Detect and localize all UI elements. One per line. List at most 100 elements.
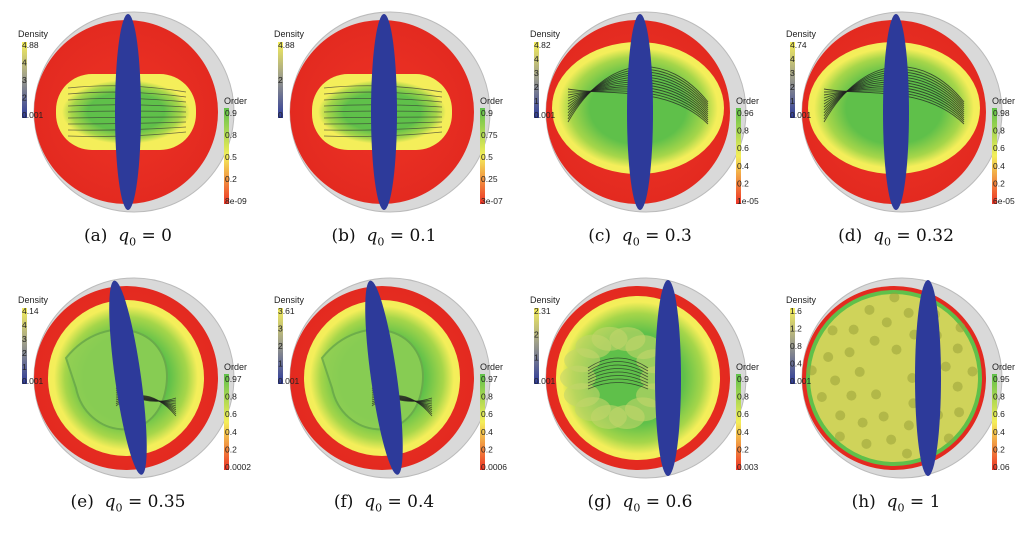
order-label: Order	[736, 362, 759, 372]
density-label: Density	[18, 29, 49, 39]
order-tick: 0.97	[225, 374, 242, 384]
order-tick: 0.4	[481, 427, 493, 437]
order-tick: 0.0006	[481, 462, 507, 472]
density-label: Density	[530, 295, 561, 305]
order-tick: 0.5	[225, 152, 237, 162]
order-tick: 1e-05	[737, 196, 759, 206]
order-tick: 0.2	[737, 178, 749, 188]
blue-cut-plane	[915, 280, 941, 476]
density-tick: 1	[790, 96, 795, 106]
panel-b: Density 4.88 2 0 Order 0.9 0.75 0.5 0.25 3e-07 (b)…	[256, 0, 512, 266]
order-colorbar	[480, 108, 485, 204]
panel-caption: (f) q0 = 0.4	[256, 492, 512, 514]
order-tick: 0.003	[737, 462, 759, 472]
order-tick: 6e-05	[993, 196, 1015, 206]
caption-q0-value: 0.1	[409, 226, 437, 246]
caption-q0: q0 = 0.6	[622, 492, 693, 515]
order-label: Order	[224, 96, 247, 106]
order-tick: 0.4	[993, 427, 1005, 437]
order-tick: 0.98	[993, 108, 1010, 118]
blue-cut-plane	[655, 280, 681, 476]
order-tick: 0.8	[481, 392, 493, 402]
density-tick: 4	[22, 58, 27, 68]
panel-e: Density 4.14 4 3 2 1 0.001 Order 0.97 0.8 0.6 0.4 0.…	[0, 266, 256, 532]
order-tick: 0.2	[993, 178, 1005, 188]
density-tick: 4.88	[278, 40, 295, 50]
density-tick: 2	[278, 341, 283, 351]
density-tick: 2	[534, 329, 539, 339]
order-tick: 0.8	[225, 130, 237, 140]
density-tick: 0.001	[790, 110, 812, 120]
density-tick: 2	[22, 93, 27, 103]
order-colorbar	[224, 374, 229, 470]
caption-tag: (e)	[70, 492, 94, 512]
order-tick: 0.96	[737, 108, 754, 118]
caption-q0-value: 0	[161, 226, 172, 246]
order-tick: 0.75	[481, 130, 498, 140]
order-tick: 0.6	[737, 409, 749, 419]
density-tick: 2	[278, 75, 283, 85]
density-label: Density	[786, 29, 817, 39]
caption-tag: (c)	[588, 226, 611, 246]
density-tick: 0.001	[534, 110, 556, 120]
density-tick: 3	[22, 334, 27, 344]
density-label: Density	[274, 29, 305, 39]
density-colorbar	[22, 42, 27, 118]
density-colorbar	[22, 308, 27, 384]
caption-tag: (f)	[333, 492, 354, 512]
order-tick: 0.6	[225, 409, 237, 419]
caption-tag: (d)	[838, 226, 863, 246]
order-tick: 0.2	[737, 444, 749, 454]
caption-tag: (b)	[331, 226, 356, 246]
order-colorbar	[736, 108, 741, 204]
order-tick: 0.25	[481, 174, 498, 184]
order-tick: 0.0002	[225, 462, 251, 472]
caption-q0-value: 0.35	[147, 492, 186, 512]
panel-caption: (h) q0 = 1	[768, 492, 1024, 514]
density-tick: 0.4	[790, 359, 802, 369]
order-tick: 0.2	[225, 174, 237, 184]
order-colorbar	[224, 108, 229, 204]
panel-caption: (e) q0 = 0.35	[0, 492, 256, 514]
panel-caption: (g) q0 = 0.6	[512, 492, 768, 514]
density-tick: 1	[278, 359, 283, 369]
density-tick: 2.31	[534, 306, 551, 316]
density-tick: 4	[790, 54, 795, 64]
density-tick: 4.88	[22, 40, 39, 50]
panel-caption: (c) q0 = 0.3	[512, 226, 768, 248]
caption-q0-value: 1	[929, 492, 941, 512]
caption-q0: q0 = 0.4	[364, 492, 435, 515]
density-label: Density	[274, 295, 305, 305]
density-tick: 3	[790, 68, 795, 78]
density-tick: 1.2	[790, 324, 802, 334]
order-tick: 0.5	[481, 152, 493, 162]
order-label: Order	[224, 362, 247, 372]
density-tick: 4.74	[790, 40, 807, 50]
caption-q0: q0 = 0.32	[873, 226, 954, 249]
caption-q0: q0 = 0.3	[621, 226, 692, 249]
density-colorbar	[278, 42, 283, 118]
density-tick: 3	[534, 68, 539, 78]
density-tick: 0.001	[278, 376, 300, 386]
order-label: Order	[992, 96, 1015, 106]
order-tick: 0.8	[993, 392, 1005, 402]
order-tick: 8e-09	[225, 196, 247, 206]
order-label: Order	[992, 362, 1015, 372]
density-tick: 2	[534, 82, 539, 92]
order-label: Order	[736, 96, 759, 106]
density-colorbar	[790, 42, 795, 118]
order-colorbar	[480, 374, 485, 470]
order-colorbar	[736, 374, 741, 470]
density-label: Density	[786, 295, 817, 305]
order-tick: 0.4	[225, 427, 237, 437]
order-tick: 0.2	[225, 444, 237, 454]
panel-f: Density 3.61 3 2 1 0.001 Order 0.97 0.8 0.6 0.4 0.2…	[256, 266, 512, 532]
order-tick: 0.95	[993, 374, 1010, 384]
density-tick: 0.001	[22, 110, 44, 120]
blue-cut-plane	[109, 280, 147, 475]
panel-h: Density 1.6 1.2 0.8 0.4 0.001 Order 0.95 0.8 0.6 0…	[768, 266, 1024, 532]
